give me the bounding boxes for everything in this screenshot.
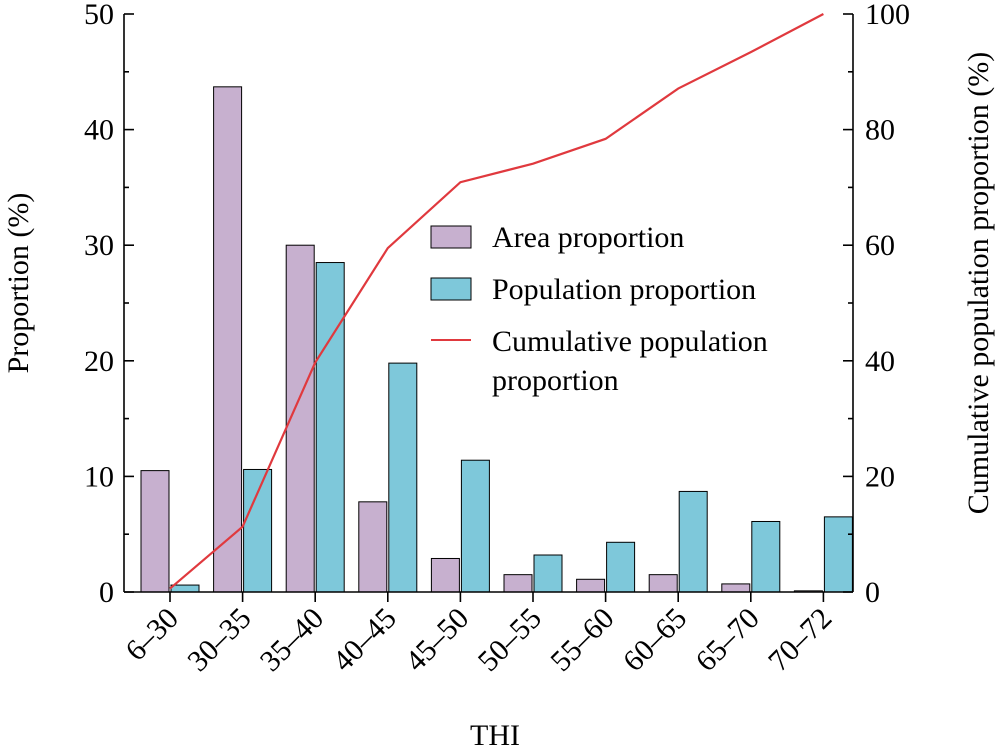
bar-population-8 (751, 520, 781, 593)
y2-tick-label-2: 40 (865, 345, 895, 378)
bar-area-8 (721, 583, 751, 593)
x-tick-label-7: 60–65 (617, 602, 693, 678)
bar-area-6 (576, 578, 606, 593)
y-tick-label-3: 30 (84, 229, 114, 262)
x-tick-label-3: 40–45 (326, 602, 402, 678)
bar-population-7 (678, 490, 708, 593)
y2-tick-label-4: 80 (865, 114, 895, 147)
y-tick-label-2: 20 (84, 345, 114, 378)
y-tick-label-4: 40 (84, 114, 114, 147)
x-tick-label-5: 50–55 (472, 602, 548, 678)
x-axis-title: THI (470, 719, 520, 749)
legend-swatch-area (430, 225, 472, 249)
y2-tick-label-3: 60 (865, 229, 895, 262)
bar-population-3 (388, 362, 418, 593)
bar-population-9 (823, 516, 853, 593)
bar-population-1 (243, 468, 273, 593)
bar-population-4 (460, 459, 490, 593)
bar-area-3 (358, 501, 388, 593)
legend-label-area: Area proportion (492, 221, 684, 254)
y2-tick-label-0: 0 (865, 576, 880, 609)
y2-tick-label-5: 100 (865, 0, 910, 31)
x-tick-label-6: 55–60 (544, 602, 620, 678)
y-tick-label-5: 50 (84, 0, 114, 31)
bar-area-1 (213, 86, 243, 593)
legend-label-cumulative-cont: proportion (492, 364, 619, 397)
x-tick-label-8: 65–70 (689, 602, 765, 678)
x-tick-label-2: 35–40 (254, 602, 330, 678)
bar-area-7 (648, 574, 678, 593)
legend: Area proportion Population proportion Cu… (430, 221, 768, 397)
y2-axis-title: Cumulative population proportion (%) (962, 52, 995, 514)
legend-label-cumulative: Cumulative population (492, 325, 768, 358)
bar-population-5 (533, 554, 563, 593)
bar-area-0 (140, 470, 170, 593)
y-tick-label-0: 0 (99, 576, 114, 609)
bar-population-2 (315, 262, 345, 593)
y2-tick-label-1: 20 (865, 460, 895, 493)
y-axis-title: Proportion (%) (2, 193, 35, 374)
legend-label-population: Population proportion (492, 273, 756, 306)
x-tick-label-0: 6–30 (119, 602, 185, 668)
cumulative-line (169, 13, 824, 590)
x-tick-label-4: 45–50 (399, 602, 475, 678)
x-tick-label-9: 70–72 (762, 602, 838, 678)
legend-swatch-population (430, 277, 472, 301)
line-layer (169, 13, 824, 590)
bar-area-5 (503, 574, 533, 593)
bar-area-4 (430, 557, 460, 593)
bar-population-6 (606, 541, 636, 593)
bar-population-0 (170, 584, 200, 593)
y-tick-label-1: 10 (84, 460, 114, 493)
bars-layer (140, 86, 853, 593)
x-tick-label-1: 30–35 (181, 602, 257, 678)
